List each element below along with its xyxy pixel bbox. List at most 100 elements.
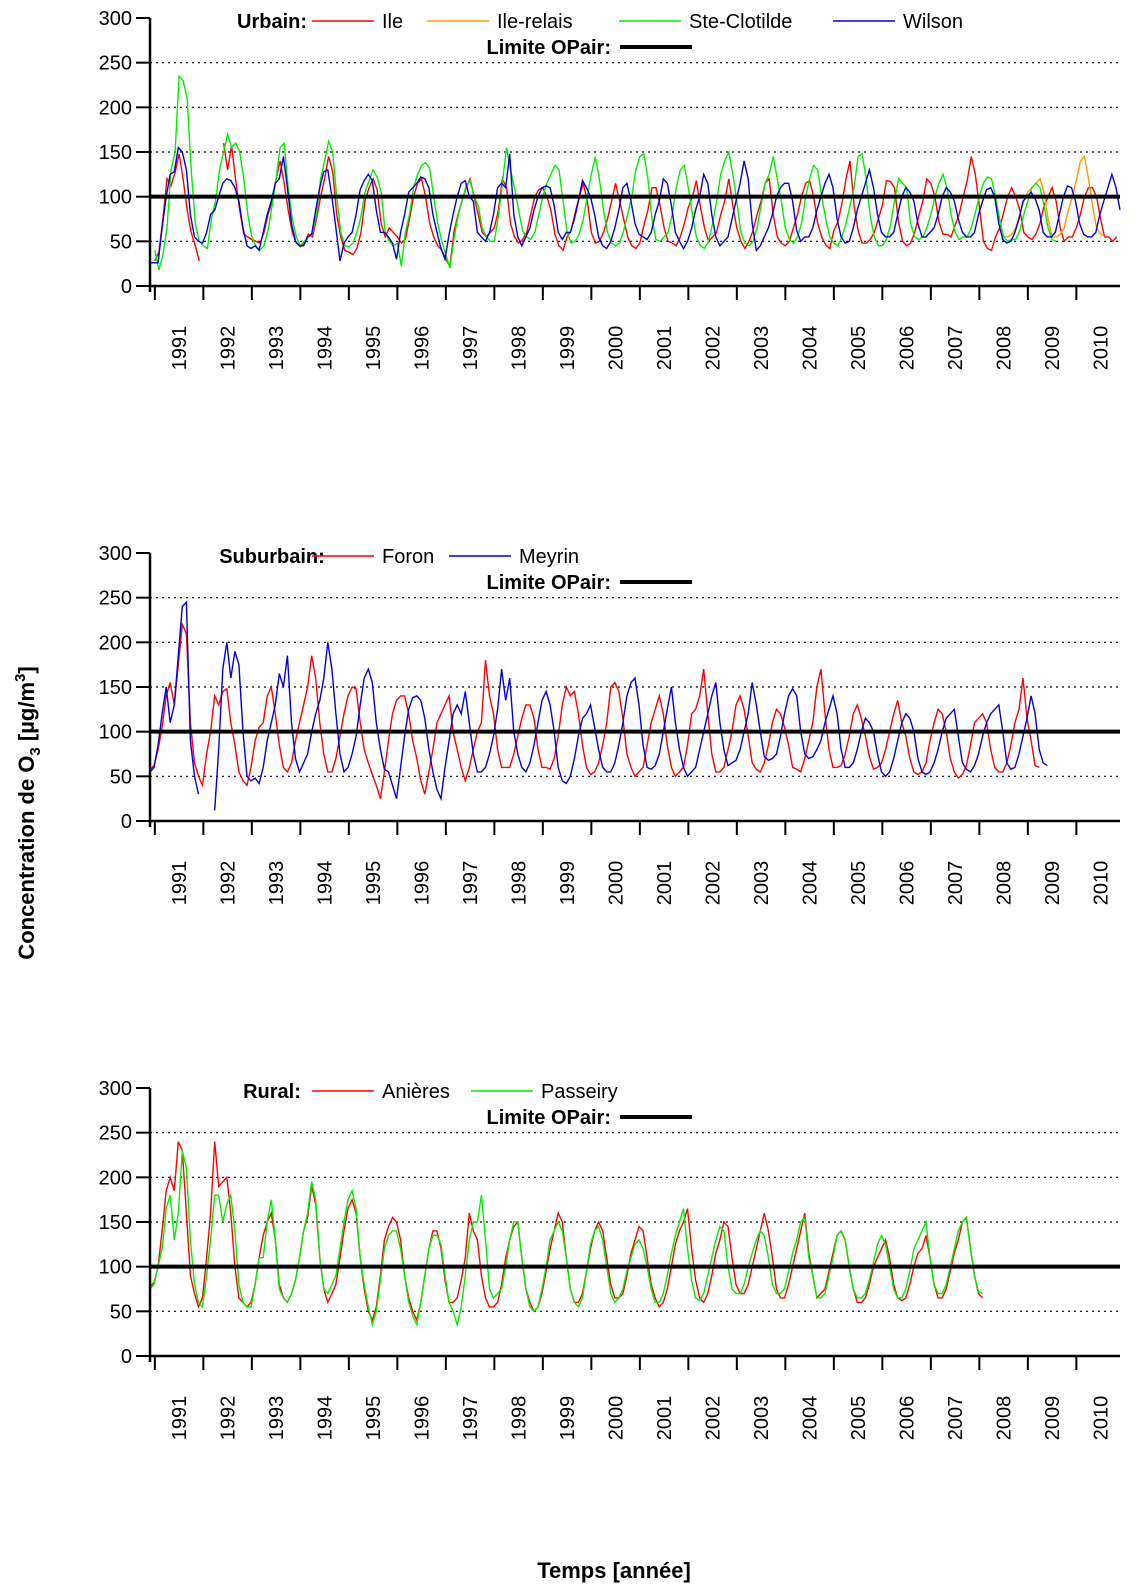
- y-tick-label: 250: [99, 1123, 132, 1145]
- series-line-foron: [149, 621, 1040, 799]
- y-tick-label: 50: [110, 766, 132, 788]
- x-tick-label: 1999: [557, 1396, 579, 1441]
- legend-limit-label: Limite OPair:: [487, 572, 611, 594]
- x-tick-label: 1999: [557, 861, 579, 906]
- x-tick-label: 1995: [363, 861, 385, 906]
- x-tick-label: 2007: [945, 1396, 967, 1441]
- x-tick-label: 2002: [703, 1396, 725, 1441]
- y-tick-label: 300: [99, 8, 132, 30]
- x-tick-label: 1994: [315, 861, 337, 906]
- x-tick-label: 1994: [315, 1396, 337, 1441]
- x-tick-label: 1991: [169, 326, 191, 371]
- x-tick-label: 2009: [1042, 861, 1064, 906]
- series-line-passeiry: [149, 1150, 983, 1328]
- y-tick-label: 100: [99, 722, 132, 744]
- y-tick-label: 100: [99, 1257, 132, 1279]
- x-tick-label: 1994: [315, 326, 337, 371]
- x-tick-label: 2003: [751, 1396, 773, 1441]
- legend-entry-label: Foron: [382, 546, 434, 568]
- legend-entry-label: Wilson: [903, 11, 963, 33]
- x-tick-label: 2008: [994, 861, 1016, 906]
- y-tick-label: 50: [110, 231, 132, 253]
- legend-entry-label: Ile-relais: [497, 11, 573, 33]
- x-tick-label: 1993: [266, 861, 288, 906]
- x-tick-label: 2004: [800, 861, 822, 906]
- x-tick-label: 2005: [848, 1396, 870, 1441]
- x-tick-label: 2009: [1042, 326, 1064, 371]
- x-tick-label: 2004: [800, 1396, 822, 1441]
- y-tick-label: 200: [99, 97, 132, 119]
- x-tick-label: 2002: [703, 861, 725, 906]
- series-line-wilson: [150, 145, 1121, 264]
- x-tick-label: 2000: [606, 1396, 628, 1441]
- y-axis-label: Concentration de O3 [µg/m3]: [12, 666, 44, 959]
- y-tick-label: 150: [99, 142, 132, 164]
- x-tick-label: 1991: [169, 861, 191, 906]
- x-tick-label: 2003: [751, 326, 773, 371]
- x-tick-label: 2007: [945, 861, 967, 906]
- x-tick-label: 1993: [266, 326, 288, 371]
- legend-limit-label: Limite OPair:: [487, 37, 611, 59]
- x-tick-label: 2007: [945, 326, 967, 371]
- x-tick-label: 2010: [1091, 326, 1113, 371]
- x-tick-label: 1996: [412, 1396, 434, 1441]
- x-tick-label: 2004: [800, 326, 822, 371]
- legend-group-label: Rural:: [243, 1081, 301, 1103]
- x-tick-label: 2008: [994, 1396, 1016, 1441]
- y-tick-label: 250: [99, 53, 132, 75]
- legend-group-label: Suburbain:: [219, 546, 325, 568]
- panel-rural: 0 50 100 150 200 250 300 1991 1992 1993 1994 1995 19…: [99, 1078, 1120, 1440]
- panel-urbain: 0 50 100 150 200 250 300 1991 1992 1993 1994 1995 19…: [99, 8, 1121, 371]
- x-tick-label: 2000: [606, 861, 628, 906]
- y-tick-label: 0: [121, 1346, 132, 1368]
- y-tick-label: 50: [110, 1301, 132, 1323]
- x-tick-label: 2010: [1091, 861, 1113, 906]
- y-tick-label: 100: [99, 187, 132, 209]
- x-axis-label: Temps [année]: [537, 1558, 691, 1583]
- x-tick-label: 2001: [654, 1396, 676, 1441]
- legend-entry-label: Ste-Clotilde: [689, 11, 792, 33]
- legend-entry-label: Meyrin: [519, 546, 579, 568]
- y-tick-label: 0: [121, 276, 132, 298]
- y-tick-label: 200: [99, 632, 132, 654]
- x-tick-label: 1996: [412, 326, 434, 371]
- x-tick-label: 1992: [218, 326, 240, 371]
- legend-group-label: Urbain:: [237, 11, 307, 33]
- x-tick-label: 2005: [848, 326, 870, 371]
- x-tick-label: 1992: [218, 861, 240, 906]
- x-tick-label: 2000: [606, 326, 628, 371]
- x-tick-label: 1998: [509, 1396, 531, 1441]
- x-tick-label: 1997: [460, 326, 482, 371]
- x-tick-label: 1998: [509, 861, 531, 906]
- y-tick-label: 300: [99, 1078, 132, 1100]
- legend-limit-label: Limite OPair:: [487, 1107, 611, 1129]
- x-tick-label: 2008: [994, 326, 1016, 371]
- legend-entry-label: Ile: [382, 11, 403, 33]
- panel-suburbain: 0 50 100 150 200 250 300 1991 1992 1993 1994 1995 19…: [99, 543, 1120, 905]
- series-line-ile: [154, 142, 1118, 269]
- x-tick-label: 1992: [218, 1396, 240, 1441]
- y-tick-label: 250: [99, 588, 132, 610]
- x-tick-label: 2006: [897, 861, 919, 906]
- x-tick-label: 2009: [1042, 1396, 1064, 1441]
- x-tick-label: 1997: [460, 1396, 482, 1441]
- y-tick-label: 200: [99, 1167, 132, 1189]
- x-tick-label: 2006: [897, 326, 919, 371]
- legend-entry-label: Anières: [382, 1081, 450, 1103]
- y-tick-label: 150: [99, 677, 132, 699]
- x-tick-label: 2010: [1091, 1396, 1113, 1441]
- x-tick-label: 2006: [897, 1396, 919, 1441]
- x-tick-label: 1995: [363, 1396, 385, 1441]
- x-tick-label: 2005: [848, 861, 870, 906]
- x-tick-label: 2001: [654, 861, 676, 906]
- y-tick-label: 0: [121, 811, 132, 833]
- series-line-meyrin: [149, 600, 1048, 811]
- y-tick-label: 150: [99, 1212, 132, 1234]
- x-tick-label: 2001: [654, 326, 676, 371]
- x-tick-label: 1991: [169, 1396, 191, 1441]
- x-tick-label: 2002: [703, 326, 725, 371]
- x-tick-label: 1996: [412, 861, 434, 906]
- x-tick-label: 1997: [460, 861, 482, 906]
